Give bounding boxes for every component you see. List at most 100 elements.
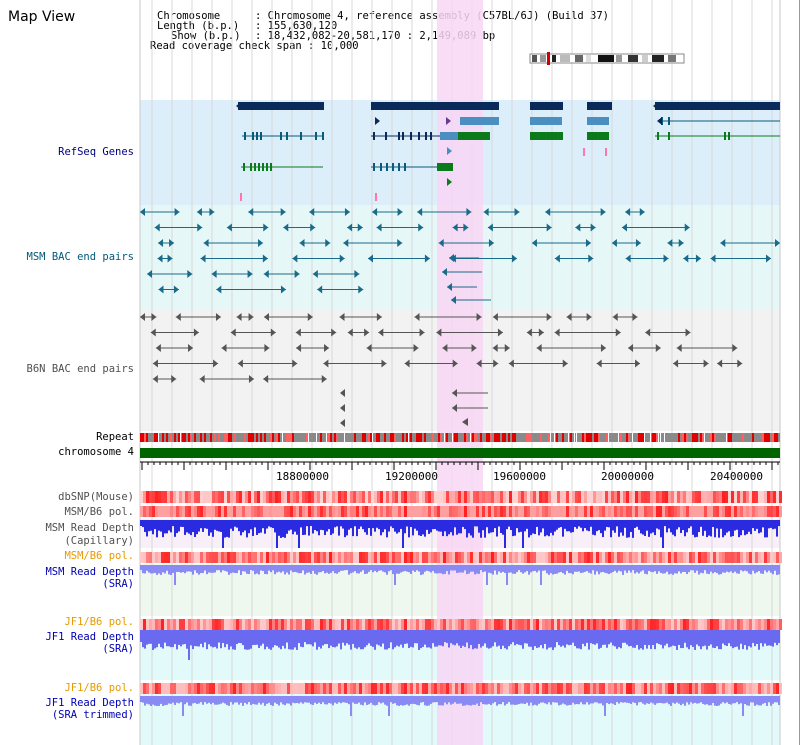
repeat-element bbox=[752, 433, 754, 442]
depth-bar bbox=[392, 696, 394, 704]
heat-cell bbox=[371, 683, 374, 694]
depth-bar bbox=[538, 696, 540, 704]
depth-bar bbox=[346, 565, 348, 571]
track-label-jf1-depth-sra[interactable]: JF1 Read Depth bbox=[45, 631, 134, 643]
track-label-dbsnp[interactable]: dbSNP(Mouse) bbox=[58, 491, 134, 503]
repeat-element bbox=[556, 433, 558, 442]
depth-bar bbox=[196, 520, 198, 535]
track-label-b6n-bac[interactable]: B6N BAC end pairs bbox=[26, 363, 134, 375]
depth-bar bbox=[564, 565, 566, 575]
depth-bar bbox=[650, 565, 652, 572]
depth-bar bbox=[476, 565, 478, 574]
heat-cell bbox=[206, 683, 209, 694]
repeat-element bbox=[278, 433, 280, 442]
heat-cell bbox=[413, 506, 416, 517]
heat-cell bbox=[350, 619, 353, 630]
depth-bar bbox=[634, 630, 636, 648]
depth-bar bbox=[210, 520, 212, 533]
repeat-element bbox=[320, 433, 322, 442]
depth-bar bbox=[484, 630, 486, 644]
heat-cell bbox=[635, 491, 638, 503]
bac-end-marker bbox=[678, 239, 684, 247]
bac-end-marker bbox=[340, 389, 345, 397]
depth-bar bbox=[492, 520, 494, 533]
heat-cell bbox=[572, 552, 575, 563]
track-label-jf1-b6-pol[interactable]: JF1/B6 pol. bbox=[64, 616, 134, 628]
depth-bar bbox=[380, 565, 382, 571]
gene-exon bbox=[258, 163, 260, 171]
heat-cell bbox=[752, 491, 755, 503]
depth-bar bbox=[432, 630, 434, 644]
depth-bar bbox=[758, 696, 760, 706]
depth-bar bbox=[702, 630, 704, 647]
depth-bar bbox=[238, 696, 240, 705]
heat-cell bbox=[251, 619, 254, 630]
heat-cell bbox=[200, 552, 203, 563]
track-label-repeat[interactable]: Repeat bbox=[96, 431, 134, 443]
heat-cell bbox=[758, 619, 761, 630]
heat-cell bbox=[530, 491, 533, 503]
heat-cell bbox=[272, 619, 275, 630]
depth-bar bbox=[162, 565, 164, 573]
bac-end-marker bbox=[280, 208, 286, 216]
track-label-chromosome[interactable]: chromosome 4 bbox=[58, 446, 134, 458]
bac-end-marker bbox=[483, 208, 489, 216]
heat-cell bbox=[296, 619, 299, 630]
heat-cell bbox=[500, 506, 503, 517]
track-label-msm-b6-pol[interactable]: MSM/B6 pol. bbox=[64, 506, 134, 518]
heat-cell bbox=[617, 683, 620, 694]
bac-end-marker bbox=[325, 239, 331, 247]
heat-cell bbox=[773, 506, 776, 517]
depth-bar bbox=[378, 520, 380, 530]
heat-cell bbox=[401, 506, 404, 517]
depth-bar bbox=[778, 696, 780, 705]
depth-bar bbox=[696, 696, 698, 704]
depth-bar bbox=[478, 696, 480, 706]
track-label-msm-bac[interactable]: MSM BAC end pairs bbox=[26, 251, 134, 263]
depth-bar bbox=[514, 520, 516, 536]
depth-bar bbox=[550, 520, 552, 533]
track-label-refseq[interactable]: RefSeq Genes bbox=[58, 146, 134, 158]
depth-bar bbox=[372, 565, 374, 573]
heat-cell bbox=[671, 506, 674, 517]
track-label-msm-depth-sra[interactable]: MSM Read Depth bbox=[45, 566, 134, 578]
depth-bar bbox=[606, 520, 608, 527]
heat-cell bbox=[359, 506, 362, 517]
depth-bar bbox=[356, 696, 358, 704]
track-label-msm-b6-pol-2[interactable]: MSM/B6 pol. bbox=[64, 550, 134, 562]
track-label-msm-depth-cap[interactable]: MSM Read Depth bbox=[45, 522, 134, 534]
depth-bar bbox=[504, 630, 506, 649]
heat-cell bbox=[326, 491, 329, 503]
depth-bar bbox=[774, 630, 776, 643]
track-label-jf1-depth-trim[interactable]: JF1 Read Depth bbox=[45, 697, 134, 709]
heat-cell bbox=[551, 491, 554, 503]
depth-bar bbox=[300, 565, 302, 574]
heat-cell bbox=[470, 683, 473, 694]
heat-cell bbox=[491, 552, 494, 563]
bac-end-marker bbox=[221, 344, 227, 352]
depth-bar bbox=[730, 520, 732, 537]
repeat-element bbox=[696, 433, 698, 442]
depth-bar bbox=[678, 630, 680, 645]
track-label-jf1-b6-pol-2[interactable]: JF1/B6 pol. bbox=[64, 682, 134, 694]
heat-cell bbox=[386, 619, 389, 630]
heat-cell bbox=[755, 683, 758, 694]
depth-bar bbox=[658, 520, 660, 530]
repeat-element bbox=[158, 433, 159, 442]
heat-cell bbox=[599, 552, 602, 563]
depth-bar bbox=[752, 565, 754, 571]
heat-cell bbox=[173, 491, 176, 503]
depth-bar bbox=[612, 565, 614, 573]
depth-bar bbox=[662, 696, 664, 704]
heat-cell bbox=[242, 619, 245, 630]
depth-bar bbox=[268, 565, 270, 571]
heat-cell bbox=[662, 683, 665, 694]
bac-end-marker bbox=[157, 254, 163, 263]
gene-exon bbox=[418, 132, 420, 140]
heat-cell bbox=[176, 491, 179, 503]
depth-bar bbox=[378, 696, 380, 703]
heat-cell bbox=[221, 683, 224, 694]
repeat-element bbox=[502, 433, 504, 442]
heat-cell bbox=[275, 619, 278, 630]
